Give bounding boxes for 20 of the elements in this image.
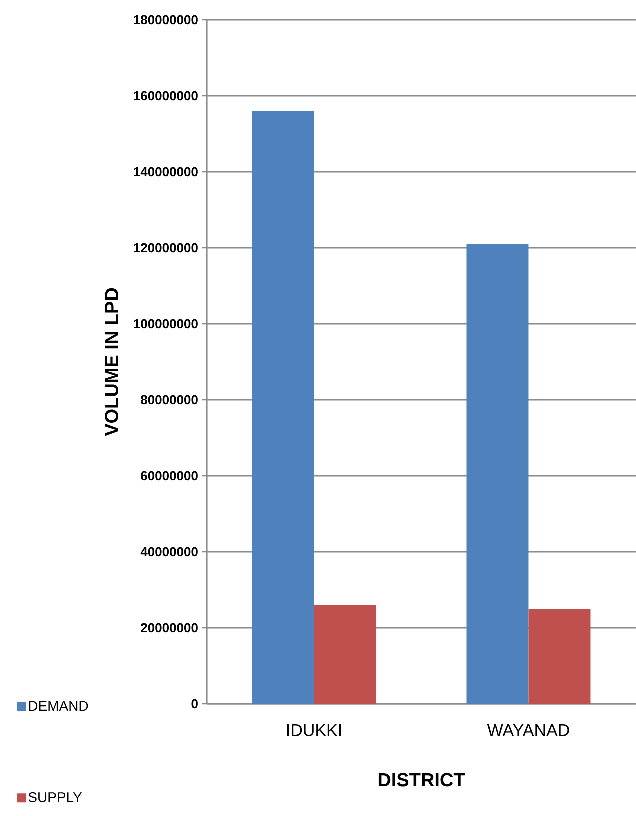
- x-tick-label: WAYANAD: [487, 724, 570, 736]
- y-tick-label: 180000000: [134, 15, 198, 25]
- y-tick-label: 160000000: [134, 91, 198, 101]
- y-tick-label: 120000000: [134, 243, 198, 253]
- y-tick-label: 100000000: [134, 319, 198, 329]
- y-tick-label: 140000000: [134, 167, 198, 177]
- bar: [314, 605, 376, 704]
- legend-label: DEMAND: [29, 701, 88, 711]
- y-axis-title: VOLUME IN LPD: [105, 288, 119, 436]
- x-tick-label: IDUKKI: [287, 724, 342, 736]
- x-axis-title: DISTRICT: [378, 773, 466, 787]
- y-tick-label: 40000000: [140, 547, 198, 557]
- bar: [528, 608, 591, 704]
- y-tick-label: 0: [192, 699, 198, 709]
- y-tick-label: 20000000: [141, 623, 198, 633]
- y-tick-label: 60000000: [141, 471, 198, 481]
- bar: [252, 111, 314, 704]
- legend-label: SUPPLY: [28, 792, 82, 802]
- y-tick-label: 80000000: [141, 395, 198, 405]
- bar: [466, 244, 529, 704]
